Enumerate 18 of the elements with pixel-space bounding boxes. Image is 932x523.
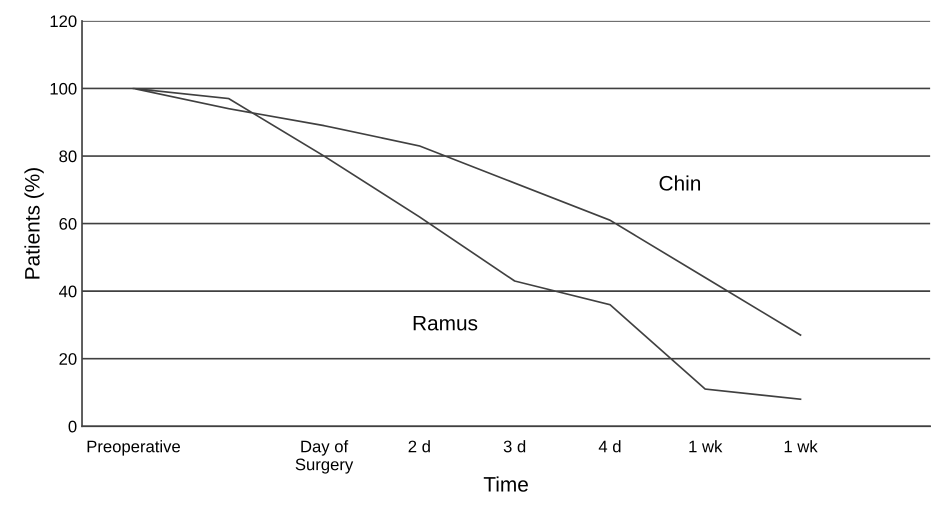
x-tick-label: 4 d: [598, 440, 620, 452]
y-axis-title: Patients (%): [24, 168, 44, 279]
x-axis-title: Time: [484, 476, 528, 492]
y-tick-label: 40: [59, 286, 77, 298]
x-tick-label: 3 d: [504, 440, 526, 452]
y-tick-label: 60: [59, 218, 77, 230]
x-tick-label: Day of Surgery: [296, 440, 354, 474]
x-tick-label: 1 wk: [784, 440, 818, 452]
y-tick-label: 0: [68, 420, 77, 432]
y-tick-label: 100: [50, 82, 77, 95]
x-tick-label: 1 wk: [689, 440, 722, 452]
x-tick-label: Preoperative: [88, 440, 180, 456]
annotation: Ramus: [414, 316, 478, 331]
y-tick-label: 80: [59, 150, 77, 162]
y-tick-label: 20: [59, 353, 77, 365]
annotation: Chin: [660, 175, 700, 191]
y-tick-label: 120: [50, 15, 77, 28]
x-tick-label: 2 d: [408, 440, 430, 452]
